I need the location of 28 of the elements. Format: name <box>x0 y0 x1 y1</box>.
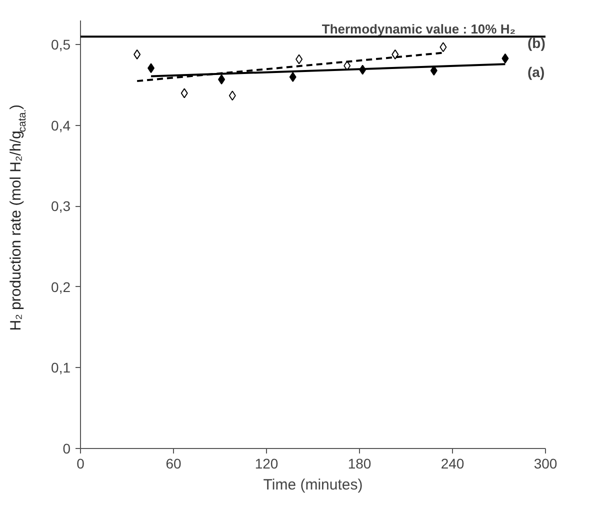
point <box>289 72 296 82</box>
x-tick-label: 300 <box>534 456 558 472</box>
y-axis-title: H₂ production rate (mol H₂/h/gcata.) <box>8 104 28 331</box>
y-tick-label: 0,4 <box>51 117 71 134</box>
x-tick-label: 240 <box>440 456 464 472</box>
y-tick-label: 0,1 <box>51 360 71 376</box>
point <box>180 88 188 98</box>
point <box>440 42 447 52</box>
point <box>430 66 438 76</box>
y-tick-label: 0,3 <box>51 198 71 214</box>
point <box>218 74 226 84</box>
y-tick-label: 0 <box>62 440 71 456</box>
point <box>228 90 236 101</box>
x-tick-label: 60 <box>166 456 182 472</box>
x-axis-title: Time (minutes) <box>263 476 363 494</box>
point <box>502 53 509 64</box>
x-tick-label: 0 <box>76 456 85 472</box>
annotation: Thermodynamic value : 10% H₂ <box>322 22 516 36</box>
x-tick-label: 120 <box>254 456 278 472</box>
y-tick-label: 0,5 <box>51 36 71 53</box>
point <box>148 63 155 74</box>
series-label: (a) <box>528 64 545 80</box>
x-tick-label: 180 <box>348 456 372 472</box>
y-tick-label: 0,2 <box>51 278 71 295</box>
point <box>392 49 399 60</box>
point <box>134 49 141 60</box>
text: (b) <box>528 34 546 51</box>
point <box>296 54 303 64</box>
